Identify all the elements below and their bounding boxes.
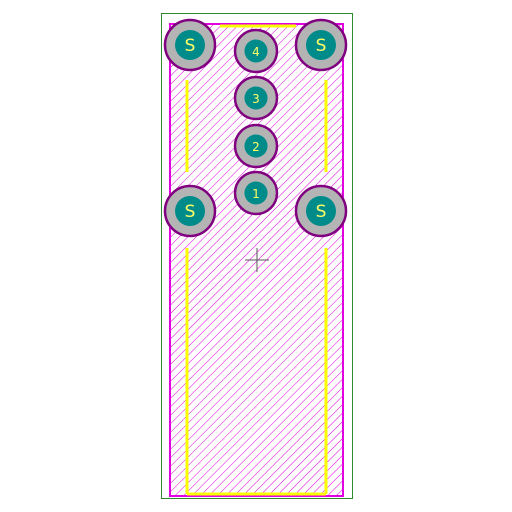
pad-drill-hole xyxy=(306,30,336,60)
pad-drill-hole xyxy=(306,196,336,226)
silkscreen-outline xyxy=(185,24,328,496)
pad-label: 4 xyxy=(252,45,260,59)
pad-label: S xyxy=(185,36,196,56)
board-outline xyxy=(161,13,353,499)
pad-label: S xyxy=(316,202,327,222)
pad-label: 1 xyxy=(252,187,260,201)
pin-pad: 1 xyxy=(233,170,279,216)
shield-pad: S xyxy=(294,18,348,72)
pad-drill-hole xyxy=(175,30,205,60)
pad-label: S xyxy=(185,202,196,222)
shield-pad: S xyxy=(294,184,348,238)
pad-drill-hole xyxy=(244,39,268,63)
pad-label: S xyxy=(316,36,327,56)
pin-pad: 2 xyxy=(233,123,279,169)
pad-drill-hole xyxy=(244,86,268,110)
pad-drill-hole xyxy=(244,134,268,158)
pad-drill-hole xyxy=(175,196,205,226)
crosshair-icon xyxy=(245,248,269,272)
courtyard-outline xyxy=(169,23,344,497)
shield-pad: S xyxy=(163,184,217,238)
pin-pad: 4 xyxy=(233,28,279,74)
pads-layer: S S S S 4 3 2 1 xyxy=(163,18,348,238)
pin-pad: 3 xyxy=(233,75,279,121)
pad-label: 3 xyxy=(252,92,260,106)
pad-drill-hole xyxy=(244,181,268,205)
pad-label: 2 xyxy=(252,140,260,154)
shield-pad: S xyxy=(163,18,217,72)
